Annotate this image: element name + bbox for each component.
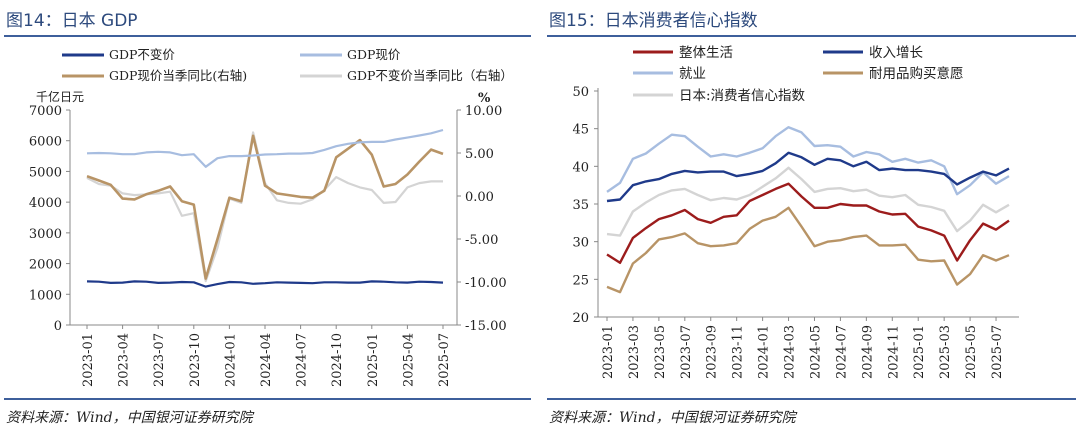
x-tick-label: 2024-10 bbox=[330, 333, 345, 387]
left-axis-unit: 千亿日元 bbox=[36, 89, 84, 104]
x-tick-label: 2023-03 bbox=[627, 325, 642, 379]
legend-label: 就业 bbox=[679, 66, 706, 82]
x-tick-label: 2023-01 bbox=[601, 325, 616, 379]
series-line-series bbox=[606, 166, 1010, 237]
title-divider bbox=[547, 35, 1076, 37]
legend-label: 整体生活 bbox=[679, 45, 733, 61]
series-line-series bbox=[606, 125, 1010, 196]
left-y-tick-label: 3000 bbox=[29, 227, 62, 242]
legend-label: 收入增长 bbox=[869, 45, 923, 61]
x-tick-label: 2023-11 bbox=[731, 325, 746, 379]
left-y-tick-label: 1000 bbox=[29, 288, 62, 303]
left-y-tick-label: 6000 bbox=[29, 135, 62, 150]
series-line-series bbox=[606, 151, 1010, 203]
x-tick-label: 2024-09 bbox=[860, 325, 875, 379]
series-line-series bbox=[606, 206, 1010, 294]
gdp-chart: 0 1000 2000 3000 4000 5000 6000 7000 10.00 5.00 0.… bbox=[29, 47, 513, 387]
figure-15-title: 图15：日本消费者信心指数 bbox=[549, 11, 758, 31]
series-line-gdp bbox=[86, 280, 444, 288]
left-y-tick-label: 7000 bbox=[29, 104, 62, 119]
figure-15-source: 资料来源：Wind，中国银河证券研究院 bbox=[549, 410, 796, 426]
x-tick-label: 2023-07 bbox=[679, 325, 694, 379]
x-tick-label: 2023-09 bbox=[705, 325, 720, 379]
series-line-series bbox=[606, 182, 1010, 264]
x-tick-label: 2025-01 bbox=[912, 325, 927, 379]
figure-14-panel: 图14：日本 GDP 0 1000 2000 3000 4000 5000 6000 7000… bbox=[0, 0, 535, 446]
left-y-tick-label: 4000 bbox=[29, 196, 62, 211]
x-tick-label: 2024-03 bbox=[783, 325, 798, 379]
x-tick-label: 2023-01 bbox=[81, 333, 96, 387]
y-tick-label: 40 bbox=[572, 160, 589, 175]
x-tick-label: 2023-07 bbox=[152, 333, 167, 387]
x-tick-label: 2023-05 bbox=[653, 325, 668, 379]
y-tick-label: 45 bbox=[572, 123, 589, 138]
left-y-tick-label: 0 bbox=[54, 319, 62, 334]
legend-label: 日本:消费者信心指数 bbox=[679, 88, 806, 104]
y-tick-label: 25 bbox=[572, 273, 589, 288]
right-y-tick-label: 10.00 bbox=[465, 104, 502, 119]
figure-15-panel: 图15：日本消费者信心指数 20 25 30 35 40 45 50 2023-01 2023-… bbox=[543, 0, 1080, 446]
x-tick-label: 2024-07 bbox=[834, 325, 849, 379]
x-tick-label: 2023-04 bbox=[117, 333, 132, 387]
bottom-divider bbox=[4, 398, 531, 400]
legend-label: GDP不变价 bbox=[109, 47, 175, 62]
x-tick-label: 2025-04 bbox=[401, 333, 416, 387]
title-divider bbox=[4, 35, 531, 37]
x-tick-label: 2024-05 bbox=[808, 325, 823, 379]
right-y-tick-label: -15.00 bbox=[465, 319, 507, 334]
left-y-tick-label: 5000 bbox=[29, 165, 62, 180]
x-tick-label: 2025-07 bbox=[990, 325, 1005, 379]
x-tick-label: 2024-11 bbox=[886, 325, 901, 379]
left-y-tick-label: 2000 bbox=[29, 258, 62, 273]
x-tick-label: 2024-01 bbox=[757, 325, 772, 379]
legend-label: GDP不变价当季同比（右轴） bbox=[347, 68, 513, 83]
y-tick-label: 20 bbox=[572, 311, 589, 326]
bottom-divider bbox=[547, 398, 1076, 400]
x-tick-label: 2025-01 bbox=[366, 333, 381, 387]
legend-label: 耐用品购买意愿 bbox=[869, 65, 964, 82]
figure-14-title: 图14：日本 GDP bbox=[6, 11, 138, 31]
right-y-tick-label: 0.00 bbox=[465, 190, 494, 205]
legend-label: GDP现价 bbox=[347, 47, 401, 62]
right-y-tick-label: -5.00 bbox=[465, 233, 498, 248]
right-y-tick-label: 5.00 bbox=[465, 147, 494, 162]
x-tick-label: 2025-03 bbox=[938, 325, 953, 379]
right-axis-unit: % bbox=[478, 91, 491, 106]
series-line-gdp bbox=[86, 134, 444, 280]
x-tick-label: 2023-10 bbox=[188, 333, 203, 387]
y-tick-label: 35 bbox=[572, 198, 589, 213]
x-tick-label: 2025-05 bbox=[964, 325, 979, 379]
x-tick-label: 2025-07 bbox=[437, 333, 452, 387]
legend-label: GDP现价当季同比(右轴) bbox=[109, 68, 247, 83]
x-tick-label: 2024-07 bbox=[295, 333, 310, 387]
x-tick-label: 2024-04 bbox=[259, 333, 274, 387]
figure-14-source: 资料来源：Wind，中国银河证券研究院 bbox=[6, 410, 253, 426]
consumer-confidence-chart: 20 25 30 35 40 45 50 2023-01 2023-03 2023-05 2023-… bbox=[572, 45, 1019, 379]
series-line-gdp bbox=[86, 128, 444, 168]
y-tick-label: 50 bbox=[572, 85, 589, 100]
x-tick-label: 2024-01 bbox=[223, 333, 238, 387]
y-tick-label: 30 bbox=[572, 236, 589, 251]
right-y-tick-label: -10.00 bbox=[465, 276, 507, 291]
